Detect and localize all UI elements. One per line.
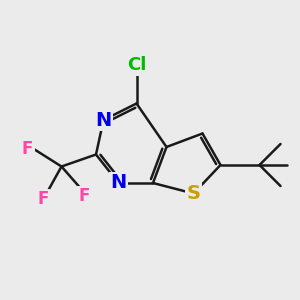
Text: N: N xyxy=(110,173,127,193)
Text: N: N xyxy=(95,110,112,130)
Text: Cl: Cl xyxy=(127,56,146,74)
Text: S: S xyxy=(187,184,200,203)
Text: F: F xyxy=(22,140,33,158)
Text: F: F xyxy=(78,187,90,205)
Text: F: F xyxy=(37,190,49,208)
